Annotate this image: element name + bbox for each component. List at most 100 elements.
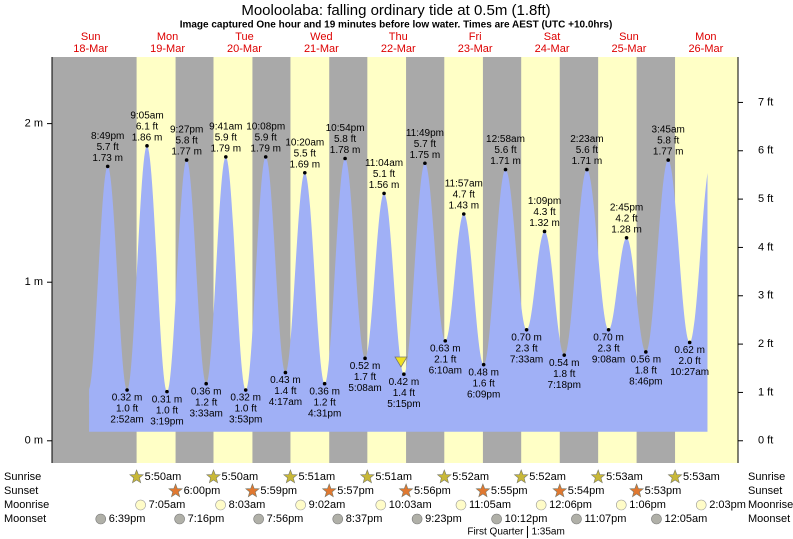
moonset-time: 12:05am	[664, 513, 707, 525]
tide-label: 0.54 m	[549, 358, 580, 369]
tide-point	[562, 353, 567, 357]
tide-point	[382, 191, 386, 196]
row-label: Moonrise	[748, 499, 793, 511]
moon-icon	[95, 513, 107, 525]
sun-icon	[590, 469, 606, 484]
day-date: 21-Mar	[304, 43, 339, 55]
tide-label: 6:10am	[429, 366, 462, 377]
moon-icon	[615, 499, 627, 511]
day-name: Thu	[389, 31, 408, 43]
tide-label: 1.77 m	[171, 147, 202, 158]
sunset-time: 5:53pm	[645, 485, 682, 497]
sun-icon	[205, 469, 221, 484]
moon-icon	[411, 513, 423, 525]
sun-icon	[282, 469, 298, 484]
tide-label: 4.3 ft	[533, 207, 555, 218]
moonset-time: 10:12pm	[505, 513, 548, 525]
tide-label: 1.32 m	[529, 218, 560, 229]
y-tick-label: 0 m	[25, 435, 43, 447]
tide-label: 2.3 ft	[597, 343, 619, 354]
day-name: Sat	[544, 31, 561, 43]
tide-label: 9:41am	[209, 122, 242, 133]
moonrise-time: 12:06pm	[549, 499, 592, 511]
sun-icon	[359, 469, 375, 484]
tide-label: 2:45pm	[610, 202, 643, 213]
day-date: 20-Mar	[227, 43, 262, 55]
tide-label: 1.8 ft	[635, 366, 657, 377]
tide-point	[585, 167, 589, 172]
moonset-time: 8:37pm	[346, 513, 383, 525]
tide-label: 1.2 ft	[313, 397, 335, 408]
moonset-time: 7:16pm	[188, 513, 225, 525]
moon-icon	[491, 513, 502, 525]
sun-icon	[629, 483, 645, 498]
tide-label: 0.52 m	[350, 361, 381, 372]
tide-label: 1.71 m	[572, 156, 603, 167]
moonset-time: 11:07pm	[584, 513, 626, 525]
day-date: 22-Mar	[381, 43, 416, 55]
sunrise-time: 5:51am	[375, 471, 412, 483]
tide-label: 4:17am	[269, 397, 302, 408]
moon-icon	[535, 499, 547, 511]
y2-tick-label: 3 ft	[758, 290, 773, 302]
tide-point	[666, 158, 671, 162]
tide-point	[624, 235, 629, 240]
tide-point	[184, 158, 189, 162]
sunrise-time: 5:53am	[683, 471, 720, 483]
tide-label: 1.2 ft	[195, 397, 217, 408]
tide-area	[89, 145, 708, 432]
tide-label: 1.4 ft	[274, 386, 296, 397]
moon-icon	[332, 513, 344, 525]
sun-icon	[475, 483, 491, 498]
y2-tick-label: 0 ft	[758, 435, 773, 447]
tide-label: 1.79 m	[211, 144, 242, 155]
sunset-time: 5:56pm	[414, 485, 451, 497]
row-label: Sunset	[4, 485, 38, 497]
moon-phase: First Quarter	[467, 527, 524, 538]
tide-label: 1.73 m	[92, 153, 123, 164]
tide-label: 0.70 m	[511, 332, 542, 343]
moon-phase-time: 1:35am	[531, 527, 564, 538]
tide-point	[481, 362, 486, 367]
tide-point	[461, 212, 466, 216]
tide-label: 5.9 ft	[215, 133, 237, 144]
sunrise-time: 5:52am	[529, 471, 566, 483]
tide-label: 0.56 m	[631, 355, 662, 366]
tide-point	[263, 155, 268, 159]
tide-label: 6:09pm	[467, 389, 500, 400]
tide-label: 2:23am	[570, 134, 603, 145]
moonrise-time: 11:05am	[469, 499, 511, 511]
moon-icon	[253, 513, 264, 525]
day-date: 26-Mar	[688, 43, 723, 55]
tide-label: 1.28 m	[611, 224, 642, 235]
sun-icon	[513, 469, 529, 484]
sunrise-time: 5:50am	[221, 471, 258, 483]
tide-point	[204, 381, 208, 386]
tide-label: 5:15pm	[387, 399, 420, 410]
tide-label: 1.4 ft	[393, 388, 415, 399]
tide-label: 1.77 m	[653, 147, 684, 158]
day-name: Tue	[235, 31, 254, 43]
tide-label: 6.1 ft	[136, 121, 158, 132]
tide-point	[687, 340, 692, 345]
moon-icon	[695, 499, 707, 511]
tide-point	[303, 170, 307, 175]
moon-icon	[295, 499, 306, 511]
sunrise-time: 5:50am	[145, 471, 182, 483]
tide-point	[542, 229, 547, 234]
tide-point	[224, 155, 228, 159]
tide-label: 1.86 m	[132, 132, 163, 143]
sunset-time: 5:55pm	[491, 485, 528, 497]
moonset-time: 6:39pm	[109, 513, 146, 525]
tide-label: 5.7 ft	[414, 139, 436, 150]
sunset-time: 6:00pm	[184, 485, 221, 497]
tide-point	[145, 144, 149, 148]
tide-label: 5.8 ft	[334, 134, 356, 145]
tide-label: 0.32 m	[230, 393, 261, 404]
tide-label: 1.78 m	[330, 145, 361, 156]
tide-label: 1.71 m	[490, 156, 521, 167]
tide-label: 1:09pm	[528, 196, 561, 207]
row-label: Moonrise	[4, 499, 49, 511]
moon-icon	[651, 513, 662, 525]
sun-icon	[244, 483, 260, 498]
